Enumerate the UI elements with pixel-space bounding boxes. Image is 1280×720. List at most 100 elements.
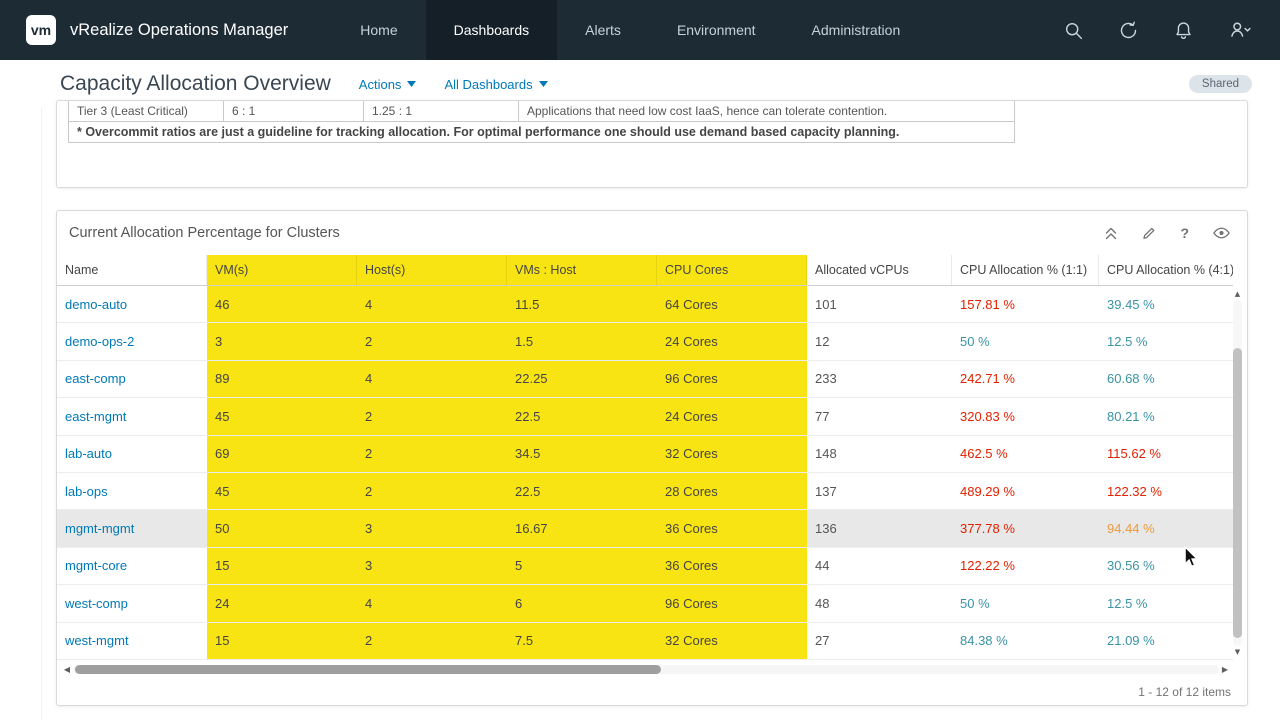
chevron-down-icon [538, 81, 548, 87]
table-row[interactable]: east-mgmt 45 2 22.5 24 Cores 77 320.83 %… [57, 398, 1233, 436]
footnote-row: * Overcommit ratios are just a guideline… [68, 121, 1015, 143]
nav-item-administration[interactable]: Administration [811, 22, 901, 38]
vms-cell: 3 [207, 323, 357, 360]
vms-cell: 15 [207, 622, 357, 659]
cpu-alloc-4-1-cell: 30.56 % [1107, 558, 1155, 574]
allocated-vcpus-cell: 233 [815, 371, 837, 387]
cluster-name-link[interactable]: demo-auto [65, 296, 128, 312]
column-header-cpu-alloc-4-1[interactable]: CPU Allocation % (4:1) [1107, 263, 1233, 277]
collapse-widget-icon[interactable] [1104, 226, 1118, 241]
vms-cell: 89 [207, 360, 357, 398]
cpu-alloc-4-1-cell: 94.44 % [1107, 521, 1155, 537]
tier-row: Tier 3 (Least Critical) 6 : 1 1.25 : 1 A… [68, 101, 1015, 122]
hosts-cell: 2 [357, 622, 507, 659]
table-row[interactable]: mgmt-mgmt 50 3 16.67 36 Cores 136 377.78… [57, 510, 1233, 548]
cpu-alloc-4-1-cell: 12.5 % [1107, 334, 1148, 350]
hosts-cell: 4 [357, 286, 507, 323]
all-dashboards-dropdown[interactable]: All Dashboards [444, 77, 548, 92]
tier-memory-ratio-cell: 1.25 : 1 [363, 101, 519, 122]
cluster-name-link[interactable]: mgmt-core [65, 558, 128, 574]
cluster-name-link[interactable]: east-comp [65, 371, 126, 387]
scroll-left-button[interactable]: ◀ [63, 665, 71, 674]
scroll-up-button[interactable]: ▲ [1234, 290, 1241, 298]
widget-header: Current Allocation Percentage for Cluste… [57, 211, 1247, 255]
vms-per-host-cell: 22.25 [507, 360, 657, 398]
page-title: Capacity Allocation Overview [60, 72, 331, 95]
cluster-name-link[interactable]: west-mgmt [65, 633, 129, 649]
table-header-row: Name VM(s) Host(s) VMs : Host CPU Cores … [57, 255, 1233, 286]
cpu-alloc-1-1-cell: 122.22 % [960, 558, 1015, 574]
allocated-vcpus-cell: 48 [815, 595, 830, 611]
nav-item-environment[interactable]: Environment [676, 22, 756, 38]
cpu-alloc-4-1-cell: 122.32 % [1107, 483, 1162, 499]
cpu-cores-cell: 96 Cores [657, 585, 807, 622]
cpu-alloc-1-1-cell: 320.83 % [960, 408, 1015, 424]
horizontal-scroll-thumb[interactable] [75, 665, 661, 674]
vms-cell: 50 [207, 510, 357, 547]
cluster-name-link[interactable]: demo-ops-2 [65, 334, 135, 350]
hosts-cell: 4 [357, 585, 507, 622]
cluster-name-link[interactable]: west-comp [65, 595, 128, 611]
cluster-name-link[interactable]: lab-auto [65, 446, 112, 462]
cluster-name-link[interactable]: mgmt-mgmt [65, 521, 135, 537]
table-row[interactable]: west-mgmt 15 2 7.5 32 Cores 27 84.38 % 2… [57, 622, 1233, 660]
table-row[interactable]: demo-ops-2 3 2 1.5 24 Cores 12 50 % 12.5… [57, 323, 1233, 361]
column-header-vms-per-host[interactable]: VMs : Host [507, 255, 657, 285]
table-row[interactable]: mgmt-core 15 3 5 36 Cores 44 122.22 % 30… [57, 547, 1233, 586]
vms-per-host-cell: 11.5 [507, 286, 657, 323]
collapsed-sidebar-rail [0, 60, 42, 720]
table-row[interactable]: demo-auto 46 4 11.5 64 Cores 101 157.81 … [57, 286, 1233, 324]
horizontal-scroll-track[interactable] [73, 665, 1219, 674]
column-header-cpu-cores[interactable]: CPU Cores [657, 255, 807, 285]
cluster-tiers-widget: Tier 3 (Least Critical) 6 : 1 1.25 : 1 A… [56, 100, 1248, 188]
horizontal-scrollbar[interactable]: ◀ ▶ [61, 663, 1231, 676]
vms-per-host-cell: 34.5 [507, 435, 657, 472]
cpu-alloc-4-1-cell: 60.68 % [1107, 371, 1155, 387]
nav-item-home[interactable]: Home [360, 22, 398, 38]
cpu-cores-cell: 28 Cores [657, 472, 807, 510]
cluster-name-link[interactable]: east-mgmt [65, 408, 127, 424]
cpu-alloc-1-1-cell: 377.78 % [960, 521, 1015, 537]
nav-item-alerts[interactable]: Alerts [585, 22, 621, 38]
allocated-vcpus-cell: 148 [815, 446, 837, 462]
column-header-vms[interactable]: VM(s) [207, 255, 357, 285]
cpu-alloc-4-1-cell: 39.45 % [1107, 296, 1155, 312]
hosts-cell: 4 [357, 360, 507, 398]
help-icon[interactable]: ? [1180, 225, 1189, 241]
vms-cell: 46 [207, 286, 357, 323]
user-menu-icon[interactable] [1228, 19, 1252, 41]
column-header-name[interactable]: Name [57, 255, 207, 285]
search-icon[interactable] [1063, 20, 1084, 41]
column-header-cpu-alloc-1-1[interactable]: CPU Allocation % (1:1) [952, 255, 1099, 285]
vms-cell: 45 [207, 398, 357, 435]
column-header-allocated-vcpus[interactable]: Allocated vCPUs [807, 255, 952, 285]
refresh-icon[interactable] [1118, 20, 1139, 41]
actions-dropdown[interactable]: Actions [359, 77, 417, 92]
vertical-scroll-thumb[interactable] [1233, 348, 1242, 638]
table-row[interactable]: west-comp 24 4 6 96 Cores 48 50 % 12.5 % [57, 585, 1233, 623]
allocated-vcpus-cell: 27 [815, 633, 830, 649]
tiers-table: Tier 3 (Least Critical) 6 : 1 1.25 : 1 A… [68, 101, 1015, 143]
column-header-hosts[interactable]: Host(s) [357, 255, 507, 285]
vms-per-host-cell: 7.5 [507, 622, 657, 659]
vertical-scrollbar[interactable]: ▲ ▼ [1231, 288, 1244, 658]
tier-description-cell: Applications that need low cost IaaS, he… [518, 101, 1015, 122]
edit-widget-pencil-icon[interactable] [1142, 226, 1156, 240]
nav-item-dashboards[interactable]: Dashboards [425, 0, 558, 60]
notifications-bell-icon[interactable] [1173, 20, 1194, 41]
hosts-cell: 3 [357, 510, 507, 547]
show-hide-eye-icon[interactable] [1213, 227, 1230, 239]
vms-per-host-cell: 22.5 [507, 398, 657, 435]
actions-dropdown-label: Actions [358, 76, 402, 92]
cpu-cores-cell: 24 Cores [657, 398, 807, 435]
clusters-allocation-widget: Current Allocation Percentage for Cluste… [56, 210, 1248, 706]
table-row[interactable]: east-comp 89 4 22.25 96 Cores 233 242.71… [57, 360, 1233, 399]
cluster-name-link[interactable]: lab-ops [65, 483, 108, 499]
scroll-down-button[interactable]: ▼ [1234, 648, 1241, 656]
table-row[interactable]: lab-ops 45 2 22.5 28 Cores 137 489.29 % … [57, 472, 1233, 511]
topbar-actions [1063, 19, 1280, 41]
cpu-cores-cell: 36 Cores [657, 547, 807, 585]
table-row[interactable]: lab-auto 69 2 34.5 32 Cores 148 462.5 % … [57, 435, 1233, 473]
vertical-scroll-track[interactable] [1233, 300, 1242, 646]
scroll-right-button[interactable]: ▶ [1221, 665, 1229, 674]
